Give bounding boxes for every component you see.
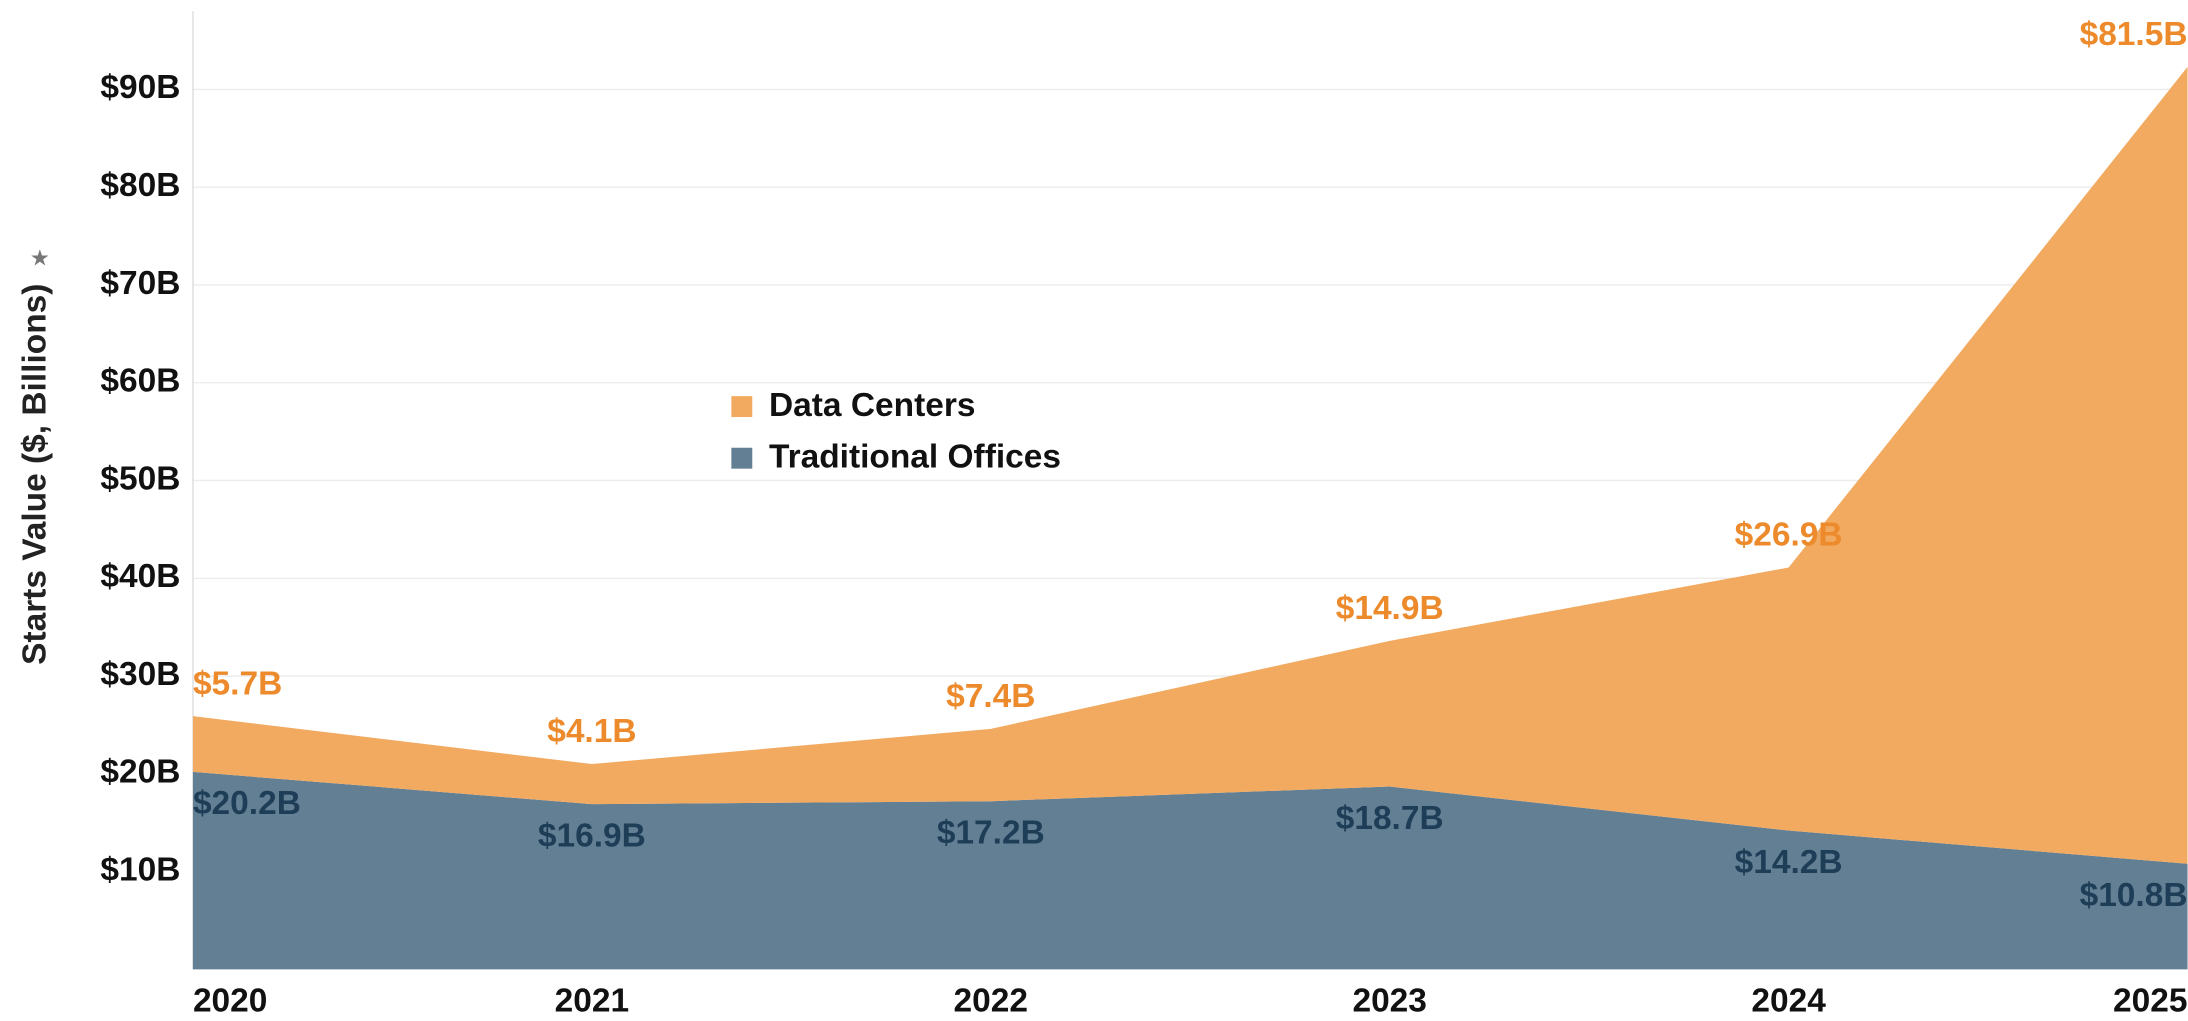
value-label: $14.2B xyxy=(1735,844,1843,881)
value-label: $18.7B xyxy=(1336,800,1444,837)
x-tick-label: 2022 xyxy=(954,983,1028,1020)
x-tick-label: 2025 xyxy=(2113,983,2187,1020)
value-label: $20.2B xyxy=(193,785,301,822)
x-tick-label: 2020 xyxy=(193,983,267,1020)
legend-label: Data Centers xyxy=(769,387,975,424)
pin-icon: ★ xyxy=(31,248,49,270)
value-label: $10.8B xyxy=(2080,877,2188,914)
y-tick-label: $30B xyxy=(100,656,180,693)
y-tick-label: $20B xyxy=(100,754,180,791)
y-tick-label: $50B xyxy=(100,460,180,497)
area xyxy=(192,66,2188,864)
y-tick-label: $80B xyxy=(100,167,180,204)
y-tick-label: $40B xyxy=(100,558,180,595)
y-tick-label: $70B xyxy=(100,265,180,302)
legend-swatch xyxy=(731,396,753,418)
value-label: $81.5B xyxy=(2080,16,2188,53)
value-label: $16.9B xyxy=(538,817,646,854)
x-tick-label: 2023 xyxy=(1352,983,1426,1020)
area xyxy=(192,771,2188,970)
x-tick-label: 2021 xyxy=(555,983,629,1020)
value-label: $4.1B xyxy=(547,713,636,750)
value-label: $14.9B xyxy=(1336,590,1444,627)
legend-label: Traditional Offices xyxy=(769,439,1061,476)
y-tick-label: $90B xyxy=(100,69,180,106)
y-tick-label: $10B xyxy=(100,851,180,888)
value-label: $5.7B xyxy=(193,665,282,702)
value-label: $7.4B xyxy=(946,678,1035,715)
value-label: $17.2B xyxy=(937,815,1045,852)
x-tick-label: 2024 xyxy=(1751,983,1826,1020)
legend-swatch xyxy=(731,447,753,469)
y-tick-label: $60B xyxy=(100,363,180,400)
value-label: $26.9B xyxy=(1735,517,1843,554)
y-axis-label: Starts Value ($, Billions) xyxy=(17,284,54,665)
